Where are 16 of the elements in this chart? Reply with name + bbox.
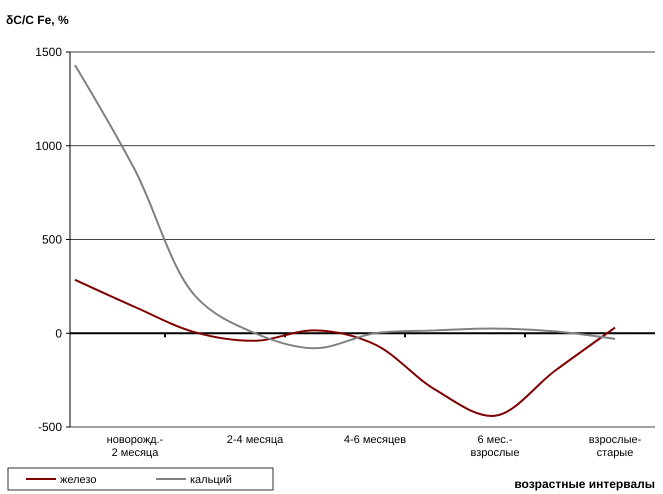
y-tick-label: 0 — [55, 326, 62, 340]
x-tick-label: 4-6 месяцев — [344, 434, 406, 446]
y-tick-label: -500 — [38, 420, 62, 434]
line-series — [74, 64, 616, 350]
y-tick-label: 1000 — [35, 138, 62, 153]
x-tick-label: 2-4 месяца — [226, 434, 284, 446]
legend-label: кальций — [190, 474, 232, 486]
x-tick-label: новорожд.-2 месяца — [106, 434, 164, 459]
y-tick-label: 500 — [42, 232, 62, 247]
x-tick-label: взрослые-старые — [588, 434, 642, 459]
x-tick-label: 6 мес.-взрослые — [470, 434, 520, 459]
y-axis-title: δC/C Fe, % — [6, 13, 69, 27]
legend-label: железо — [60, 474, 96, 486]
line-series — [74, 278, 616, 417]
x-axis-title: возрастные интервалы — [514, 477, 655, 491]
y-tick-label: 1500 — [35, 45, 62, 60]
